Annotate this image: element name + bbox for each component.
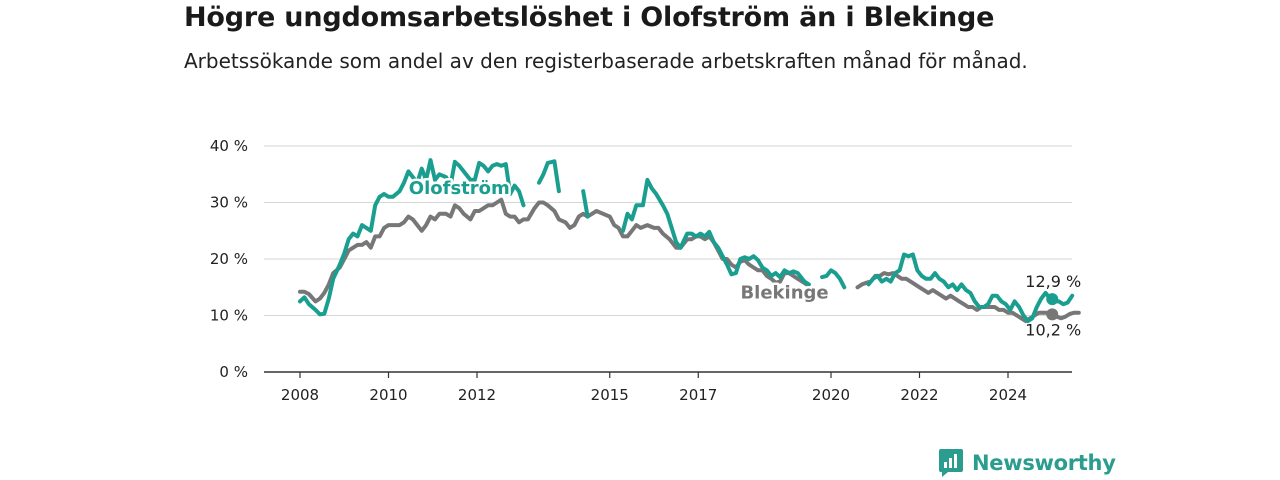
x-tick-label: 2020 — [812, 386, 850, 404]
x-tick-label: 2022 — [900, 386, 938, 404]
series-line-olofstrm — [866, 252, 1075, 324]
series-line-olofstrm — [621, 177, 811, 287]
x-tick-label: 2017 — [679, 386, 717, 404]
y-tick-label: 10 % — [210, 307, 248, 325]
end-label-blekinge: 10,2 % — [1025, 320, 1081, 339]
brand-name: Newsworthy — [972, 451, 1116, 475]
x-tick-label: 2012 — [458, 386, 496, 404]
x-tick-label: 2015 — [591, 386, 629, 404]
series-line-olofstrm — [537, 159, 561, 194]
series-label-halo: Olofström — [409, 178, 510, 199]
y-tick-label: 40 % — [210, 137, 248, 155]
series-line-olofstrm — [820, 268, 847, 290]
x-tick-label: 2008 — [281, 386, 319, 404]
grid-lines — [264, 145, 1072, 316]
y-tick-label: 20 % — [210, 250, 248, 268]
series-line-olofstrm — [298, 158, 526, 317]
end-label-olofstrm: 12,9 % — [1025, 272, 1081, 291]
x-axis: 2008 2010 2012 2015 2017 2020 2022 2024 — [264, 371, 1072, 404]
series-label-olofstrm: Olofström — [409, 178, 510, 199]
bar-chart-icon — [939, 449, 963, 477]
end-point-blekinge — [1046, 308, 1059, 321]
y-tick-label: 30 % — [210, 194, 248, 212]
series-line-olofstrm — [581, 189, 590, 219]
x-tick-label: 2010 — [369, 386, 407, 404]
end-point-olofstrm — [1046, 293, 1059, 306]
y-axis: 0 % 10 % 20 % 30 % 40 % — [210, 137, 248, 381]
x-tick-label: 2024 — [989, 386, 1027, 404]
series-lines — [298, 158, 1081, 324]
series-label-blekinge: Blekinge — [740, 283, 828, 304]
newsworthy-logo: Newsworthy — [938, 448, 1116, 478]
y-tick-label: 0 % — [219, 363, 248, 381]
series-line-blekinge — [298, 197, 809, 304]
chart-title: Högre ungdomsarbetslöshet i Olofström än… — [184, 2, 995, 33]
chart-subtitle: Arbetssökande som andel av den registerb… — [184, 49, 1028, 73]
series-label-halo: Blekinge — [740, 283, 828, 304]
